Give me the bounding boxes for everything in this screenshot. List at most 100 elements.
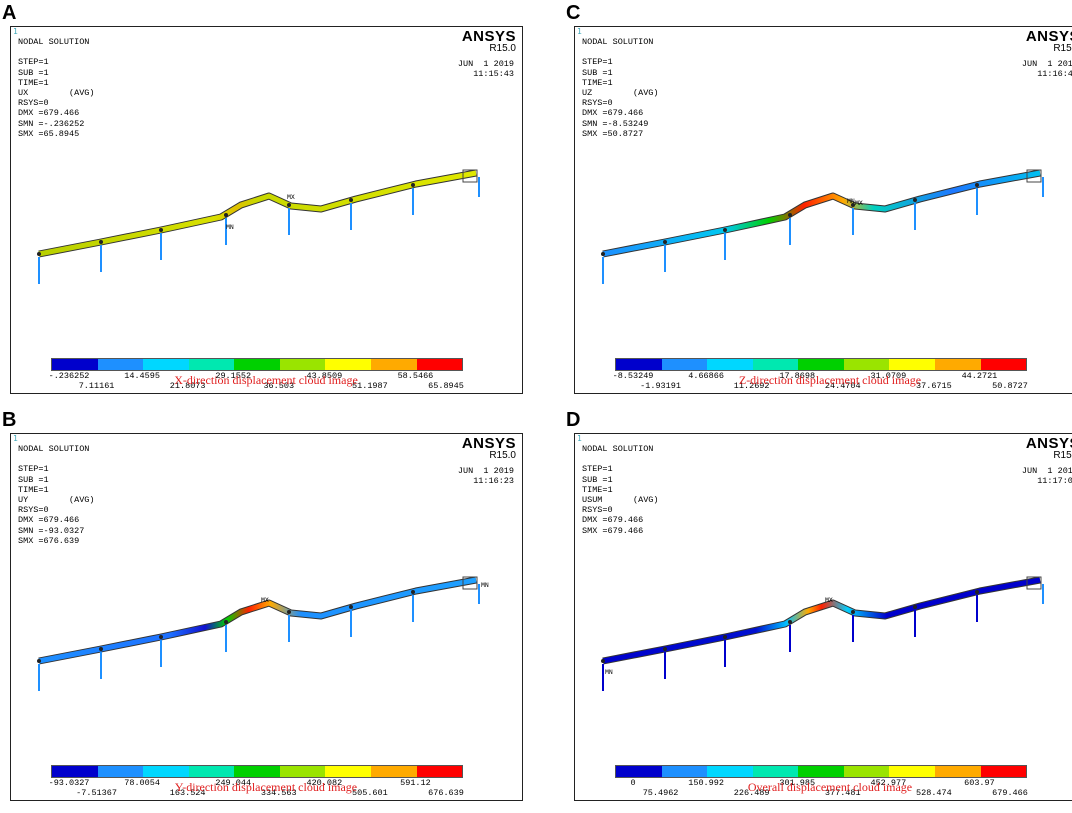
caption: Z-direction displacement cloud image bbox=[738, 373, 922, 387]
brand-name: ANSYS bbox=[461, 435, 516, 452]
legend-swatch bbox=[934, 359, 981, 370]
panel-label: A bbox=[2, 2, 17, 24]
tick-label-top: 17.8698 bbox=[779, 371, 816, 381]
tick-label-top: 452.977 bbox=[870, 778, 907, 788]
header-line: TIME=1 bbox=[18, 484, 49, 495]
support-node bbox=[287, 610, 291, 614]
support-node bbox=[851, 610, 855, 614]
header-line: SMN =-.236252 bbox=[18, 118, 85, 129]
pipe-contour bbox=[602, 577, 1041, 664]
panel-label: C bbox=[566, 2, 581, 24]
tick-label-bottom: 65.8945 bbox=[428, 381, 464, 391]
support-node bbox=[349, 605, 353, 609]
legend-swatch bbox=[616, 359, 662, 370]
legend-swatch bbox=[798, 359, 844, 370]
legend-ticks: -8.53249 -1.93191 4.66866 11.2692 17.8698 24.… bbox=[613, 371, 1028, 393]
legend-swatch bbox=[934, 766, 981, 777]
legend-swatch bbox=[416, 359, 463, 370]
legend-swatch bbox=[52, 766, 98, 777]
support-node bbox=[663, 647, 667, 651]
support-node bbox=[99, 647, 103, 651]
color-legend-bar bbox=[615, 765, 1027, 778]
header-line: SMX =679.466 bbox=[582, 525, 644, 536]
support-node bbox=[159, 228, 163, 232]
pipe-contour bbox=[38, 577, 477, 664]
tick-label-top: 603.97 bbox=[964, 778, 995, 788]
tick-label-bottom: -1.93191 bbox=[640, 381, 681, 391]
legend-swatch bbox=[707, 766, 753, 777]
support-node bbox=[788, 620, 792, 624]
legend-swatch bbox=[616, 766, 662, 777]
tick-label-bottom: 528.474 bbox=[916, 788, 952, 798]
legend-ticks: -93.0327 -7.51367 78.0054 163.524 249.044 334… bbox=[49, 778, 464, 800]
result-header: NODAL SOLUTION STEP=1 SUB =1 TIME=1 UX (AVG… bbox=[18, 37, 95, 139]
caption: X-direction displacement cloud image bbox=[174, 373, 358, 387]
support-node bbox=[37, 252, 41, 256]
tick-label-bottom: 24.4704 bbox=[824, 381, 861, 391]
caption: Overall displacement cloud image bbox=[747, 780, 913, 794]
panel-a: A 1 NODAL SOLUTION STEP=1 SUB =1 TIME=1 UX (A… bbox=[2, 2, 528, 399]
color-legend-bar bbox=[51, 358, 463, 371]
mn-label: MN bbox=[847, 198, 855, 205]
tick-label-bottom: 51.1987 bbox=[352, 381, 388, 391]
date-text: JUN 1 2019 bbox=[457, 466, 514, 476]
time-text: 11:17:04 bbox=[1037, 476, 1072, 486]
tick-label-top: 43.8509 bbox=[306, 371, 343, 381]
support-node bbox=[99, 240, 103, 244]
support-node bbox=[601, 252, 605, 256]
panel-b: B 1 NODAL SOLUTION STEP=1 SUB =1 TIME=1 UY (A… bbox=[2, 409, 528, 806]
tick-label-bottom: 505.601 bbox=[352, 788, 388, 798]
support-node bbox=[224, 620, 228, 624]
legend-swatch bbox=[980, 766, 1027, 777]
legend-swatch bbox=[325, 359, 371, 370]
support-node bbox=[913, 198, 917, 202]
header-line: UY (AVG) bbox=[18, 495, 95, 506]
header-line: NODAL SOLUTION bbox=[582, 444, 654, 454]
tick-label-top: 58.5466 bbox=[397, 371, 434, 381]
plot-window: 1 NODAL SOLUTION STEP=1 SUB =1 TIME=1 UZ (AV… bbox=[574, 26, 1072, 394]
brand-version: R15.0 bbox=[489, 450, 516, 461]
plot-window: 1 NODAL SOLUTION STEP=1 SUB =1 TIME=1 UY (AV… bbox=[10, 433, 523, 801]
end-fixture bbox=[1026, 169, 1042, 183]
support-node bbox=[723, 228, 727, 232]
tick-label-bottom: 676.639 bbox=[428, 788, 464, 798]
brand-name: ANSYS bbox=[1025, 435, 1072, 452]
header-line: SUB =1 bbox=[18, 474, 49, 485]
legend-ticks: 0 75.4962 150.992 226.489 301.985 377.481 452.… bbox=[615, 778, 1027, 800]
tick-label-top: 591.12 bbox=[400, 778, 431, 788]
brand-name: ANSYS bbox=[1025, 28, 1072, 45]
support-node bbox=[851, 203, 855, 207]
window-number: 1 bbox=[13, 434, 18, 443]
time-text: 11:15:43 bbox=[473, 69, 514, 79]
mx-label: MX bbox=[287, 194, 295, 201]
legend-swatch bbox=[752, 359, 799, 370]
legend-swatch bbox=[707, 359, 753, 370]
result-header: NODAL SOLUTION STEP=1 SUB =1 TIME=1 UZ (AVG… bbox=[582, 37, 659, 139]
tick-label-bottom: 226.489 bbox=[733, 788, 770, 798]
header-line: TIME=1 bbox=[582, 77, 613, 88]
legend-swatch bbox=[188, 359, 235, 370]
support-node bbox=[411, 183, 415, 187]
header-line: STEP=1 bbox=[18, 464, 49, 475]
legend-swatch bbox=[97, 359, 144, 370]
brand-name: ANSYS bbox=[461, 28, 516, 45]
window-number: 1 bbox=[577, 434, 582, 443]
mx-label: MX bbox=[261, 597, 269, 604]
pipe-contour bbox=[38, 170, 477, 257]
header-line: TIME=1 bbox=[582, 484, 613, 495]
mn-label: MN bbox=[226, 224, 234, 231]
support-node bbox=[601, 659, 605, 663]
header-line: USUM (AVG) bbox=[582, 495, 659, 506]
header-line: STEP=1 bbox=[582, 464, 613, 475]
tick-label-bottom: 7.11161 bbox=[78, 381, 115, 391]
legend-swatch bbox=[188, 766, 235, 777]
legend-swatch bbox=[279, 359, 326, 370]
legend-swatch bbox=[370, 766, 417, 777]
